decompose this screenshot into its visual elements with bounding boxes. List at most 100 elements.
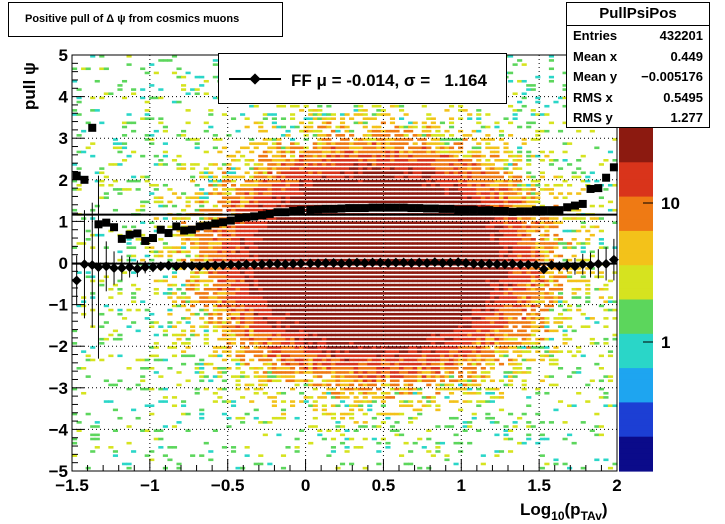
heatmap-cell [258,283,264,287]
heatmap-cell [308,367,314,370]
heatmap-cell [81,129,87,133]
heatmap-cell [480,279,486,283]
heatmap-cell [385,171,391,175]
heatmap-cell [367,171,373,175]
heatmap-cell [121,146,128,150]
heatmap-cell [249,321,255,324]
heatmap-cell [444,329,450,333]
heatmap-cell [476,129,482,133]
heatmap-cell [258,246,264,249]
heatmap-cell [439,296,446,299]
heatmap-cell [271,396,277,399]
heatmap-cell [121,142,128,145]
heatmap-cell [303,163,309,166]
heatmap-cell [344,221,350,224]
heatmap-cell [408,271,414,274]
heatmap-cell [358,196,364,200]
heatmap-cell [339,292,346,295]
heatmap-cell [262,138,268,141]
heatmap-cell [444,171,450,175]
heatmap-cell [476,229,482,233]
heatmap-cell [190,312,196,316]
heatmap-cell [217,179,223,183]
heatmap-cell [99,67,105,71]
heatmap-cell [358,150,364,154]
heatmap-cell [249,138,255,141]
heatmap-cell [294,354,300,358]
heatmap-cell [489,271,495,274]
heatmap-cell [448,167,455,170]
heatmap-cell [280,250,287,254]
heatmap-cell [344,317,350,320]
heatmap-cell [131,296,137,299]
heatmap-cell [267,159,273,162]
heatmap-cell [235,321,241,324]
heatmap-cell [244,333,250,337]
heatmap-cell [267,346,273,349]
heatmap-cell [112,179,119,183]
heatmap-cell [353,296,359,299]
heatmap-cell [321,354,327,358]
heatmap-cell [353,188,359,191]
heatmap-cell [140,117,146,120]
heatmap-cell [303,337,309,341]
heatmap-cell [290,400,296,403]
heatmap-cell [353,142,359,145]
heatmap-cell [267,300,273,304]
heatmap-cell [453,342,459,345]
heatmap-cell [326,250,332,254]
heatmap-cell [153,200,159,204]
heatmap-cell [362,342,368,345]
heatmap-cell [253,408,259,412]
heatmap-cell [389,159,396,162]
heatmap-cell [498,254,505,258]
heatmap-cell [471,292,477,295]
heatmap-cell [408,358,414,362]
heatmap-cell [462,283,468,287]
heatmap-cell [380,400,386,403]
heatmap-cell [430,163,436,166]
heatmap-cell [412,367,418,370]
heatmap-cell [140,387,146,391]
heatmap-cell [212,75,218,79]
heatmap-cell [494,200,500,204]
heatmap-cell [212,329,218,333]
heatmap-cell [371,321,377,324]
heatmap-cell [458,196,464,200]
heatmap-cell [367,117,373,120]
heatmap-cell [253,308,259,312]
heatmap-cell [99,342,105,345]
heatmap-cell [131,300,137,304]
heatmap-cell [448,346,455,349]
heatmap-cell [412,183,418,187]
heatmap-cell [249,208,255,212]
heatmap-cell [158,196,164,200]
heatmap-cell [312,217,318,220]
heatmap-cell [181,163,187,166]
heatmap-cell [439,238,446,241]
heatmap-cell [294,196,300,200]
heatmap-cell [435,408,441,412]
heatmap-cell [362,421,368,424]
heatmap-cell [358,154,364,158]
heatmap-cell [399,188,405,191]
heatmap-cell [412,333,418,337]
heatmap-cell [444,109,450,112]
heatmap-cell [476,404,482,408]
heatmap-cell [448,154,455,158]
heatmap-cell [330,391,337,395]
heatmap-cell [358,121,364,125]
heatmap-cell [326,346,332,349]
heatmap-cell [244,267,250,270]
heatmap-cell [326,271,332,274]
heatmap-cell [276,254,282,258]
heatmap-cell [349,146,355,150]
heatmap-cell [367,183,373,187]
heatmap-cell [203,175,209,179]
heatmap-cell [421,358,427,362]
heatmap-cell [349,279,355,283]
heatmap-cell [371,163,377,166]
heatmap-cell [403,242,409,245]
heatmap-cell [203,233,209,237]
heatmap-cell [276,346,282,349]
